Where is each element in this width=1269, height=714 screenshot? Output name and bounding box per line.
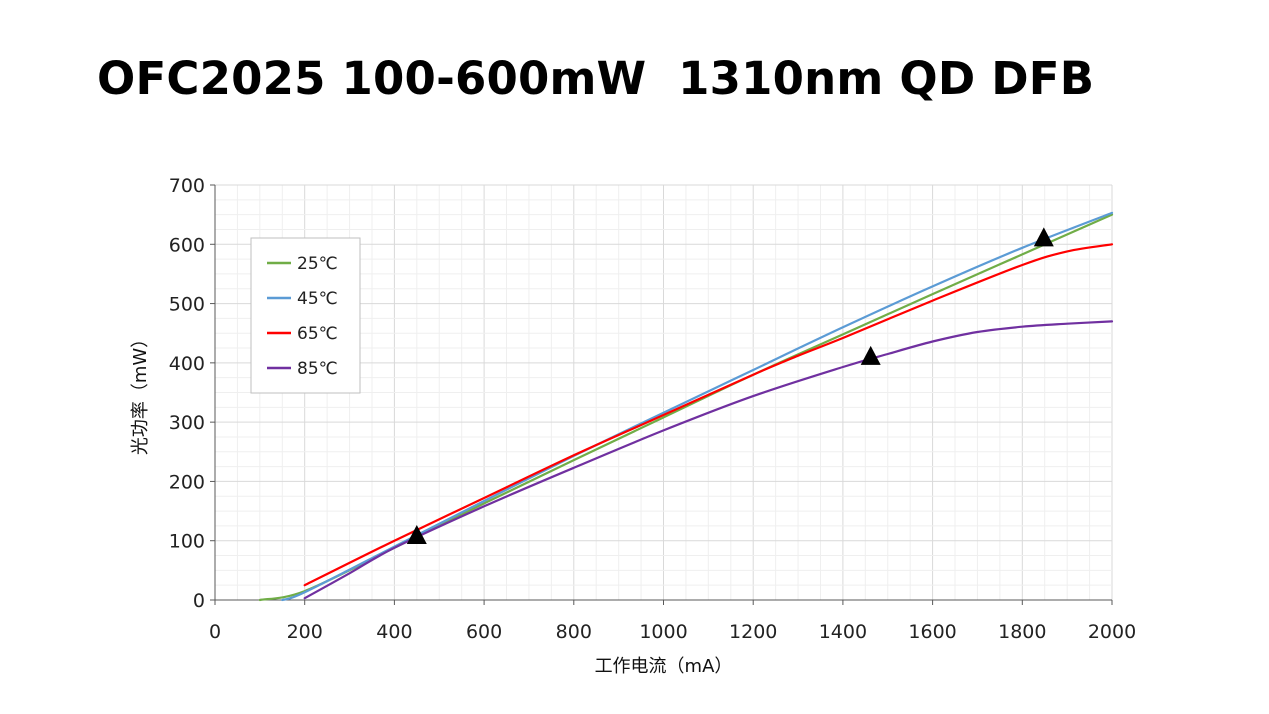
y-axis-label: 光功率（mW） bbox=[130, 330, 151, 455]
x-tick-label: 1000 bbox=[639, 621, 687, 643]
legend-label-1: 45℃ bbox=[297, 289, 338, 309]
x-tick-label: 400 bbox=[376, 621, 412, 643]
series-line-2 bbox=[303, 243, 1114, 587]
x-tick-label: 1200 bbox=[729, 621, 777, 643]
x-tick-label: 1600 bbox=[908, 621, 956, 643]
x-tick-label: 200 bbox=[287, 621, 323, 643]
chart-axes bbox=[210, 184, 1113, 605]
y-tick-label: 300 bbox=[169, 412, 205, 434]
y-tick-label: 200 bbox=[169, 471, 205, 493]
y-tick-label: 500 bbox=[169, 294, 205, 316]
y-tick-label: 600 bbox=[169, 234, 205, 256]
x-tick-label: 0 bbox=[209, 621, 221, 643]
y-tick-label: 0 bbox=[193, 590, 205, 612]
x-axis-label: 工作电流（mA） bbox=[595, 656, 733, 677]
triangle-marker-0 bbox=[406, 525, 427, 544]
x-tick-label: 800 bbox=[556, 621, 592, 643]
x-tick-label: 2000 bbox=[1088, 621, 1136, 643]
x-tick-label: 1800 bbox=[998, 621, 1046, 643]
legend-label-0: 25℃ bbox=[297, 254, 338, 274]
legend-label-3: 85℃ bbox=[297, 359, 338, 379]
y-tick-label: 400 bbox=[169, 353, 205, 375]
y-tick-label: 100 bbox=[169, 531, 205, 553]
chart-tick-labels: 0 200 400 600 800 1000 1200 1400 1600 1800 2000 0 10… bbox=[169, 175, 1136, 643]
chart-markers bbox=[406, 227, 1054, 544]
legend-label-2: 65℃ bbox=[297, 324, 338, 344]
x-tick-label: 600 bbox=[466, 621, 502, 643]
chart-grid bbox=[214, 184, 1113, 601]
chart-legend: 25℃ 45℃ 65℃ 85℃ bbox=[250, 237, 361, 394]
triangle-marker-1 bbox=[860, 345, 881, 365]
series-line-1 bbox=[281, 211, 1114, 602]
page-title: OFC2025 100-600mW 1310nm QD DFB bbox=[97, 52, 1095, 105]
x-tick-label: 1400 bbox=[819, 621, 867, 643]
triangle-marker-2 bbox=[1033, 227, 1054, 247]
y-tick-label: 700 bbox=[169, 175, 205, 197]
